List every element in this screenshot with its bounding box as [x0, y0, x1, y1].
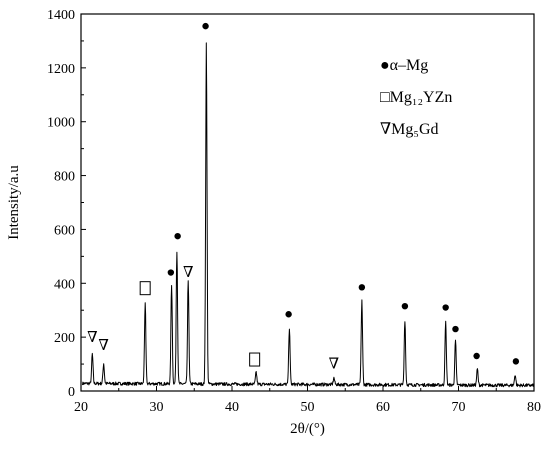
y-axis-title: Intensity/a.u	[6, 165, 22, 240]
legend-entry: ∇Mg₅Gd	[380, 121, 439, 138]
x-tick-label: 50	[301, 400, 315, 415]
alpha-mg-marker	[401, 302, 409, 310]
y-tick-label: 0	[68, 385, 75, 400]
x-axis-title: 2θ/(°)	[290, 421, 325, 437]
x-tick-label: 30	[150, 400, 164, 415]
alpha-mg-marker	[473, 352, 480, 360]
alpha-mg-marker	[452, 325, 459, 333]
mg5gd-marker: ∇	[98, 338, 108, 354]
mg5gd-marker: ∇	[87, 330, 97, 346]
x-tick-label: 80	[527, 400, 541, 415]
alpha-mg-marker	[358, 284, 366, 291]
x-tick-label: 60	[376, 400, 390, 415]
y-tick-label: 800	[54, 170, 75, 185]
alpha-mg-marker	[442, 304, 449, 311]
y-tick-label: 1400	[47, 8, 75, 23]
legend-entry: □Mg₁₂YZn	[380, 89, 452, 106]
x-tick-label: 40	[225, 400, 239, 415]
xrd-trace	[82, 42, 534, 388]
y-tick-label: 200	[54, 331, 75, 346]
alpha-mg-marker	[285, 311, 292, 318]
alpha-mg-marker	[167, 269, 175, 276]
legend-entry: ●α–Mg	[380, 57, 428, 74]
alpha-mg-marker	[512, 358, 520, 365]
x-tick-label: 70	[452, 400, 466, 415]
mg12yzn-marker	[249, 352, 261, 367]
y-tick-label: 1000	[47, 116, 75, 131]
y-tick-label: 1200	[47, 62, 75, 77]
y-tick-label: 600	[54, 223, 75, 238]
mg12yzn-marker	[139, 281, 151, 296]
alpha-mg-marker	[202, 22, 209, 30]
y-tick-label: 400	[54, 277, 75, 292]
mg5gd-marker: ∇	[183, 265, 193, 281]
plot-frame	[80, 13, 535, 392]
alpha-mg-marker	[174, 232, 181, 240]
x-tick-label: 20	[74, 400, 88, 415]
mg5gd-marker: ∇	[329, 357, 339, 373]
